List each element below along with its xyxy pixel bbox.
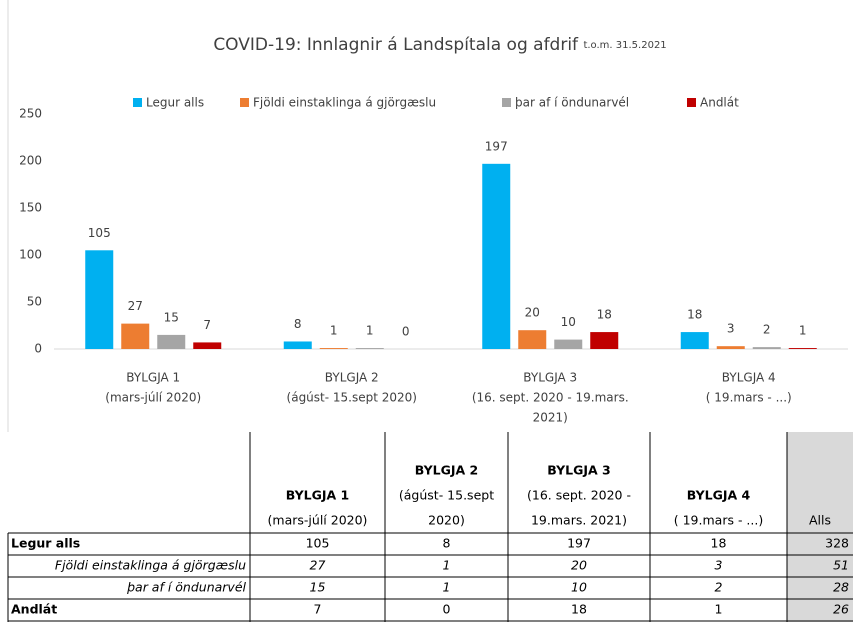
table-cell: 28 [833, 580, 849, 595]
legend-label: Legur alls [146, 96, 204, 110]
bar [283, 341, 312, 349]
table-header: BYLGJA 2 [415, 463, 479, 478]
y-tick-label: 0 [34, 342, 42, 356]
table-header: 2020) [428, 513, 465, 528]
table-cell: 197 [567, 536, 591, 551]
table-cell: 1 [715, 602, 723, 617]
x-tick-label: BYLGJA 2 [325, 371, 379, 385]
table-header: (ágúst- 15.sept [399, 488, 494, 503]
x-tick-label: BYLGJA 1 [126, 371, 180, 385]
table-cell: Fjöldi einstaklinga á gjörgæslu [55, 558, 246, 573]
table-cell: 1 [443, 580, 451, 595]
bar [121, 323, 150, 349]
bar [157, 334, 186, 349]
table-cell: 10 [571, 580, 587, 595]
data-label: 197 [485, 139, 508, 153]
table-cell: 3 [715, 558, 723, 573]
table-cell: 0 [443, 602, 451, 617]
table-header: BYLGJA 3 [547, 463, 611, 478]
legend-label: þar af í öndunarvél [515, 96, 629, 110]
y-tick-label: 200 [19, 154, 42, 168]
table-cell: 2 [715, 580, 723, 595]
bar [319, 348, 348, 349]
table-header: (mars-júlí 2020) [268, 513, 368, 528]
table-header: 19.mars. 2021) [531, 513, 627, 528]
legend-label: Fjöldi einstaklinga á gjörgæslu [253, 96, 436, 110]
bar [590, 332, 619, 349]
table-cell: 15 [310, 580, 326, 595]
data-label: 1 [366, 324, 374, 338]
data-label: 7 [203, 318, 211, 332]
table-cell: 20 [571, 558, 587, 573]
x-tick-label: (mars-júlí 2020) [105, 391, 201, 405]
data-label: 20 [525, 306, 540, 320]
data-label: 1 [330, 324, 338, 338]
alls-column [787, 432, 853, 622]
bar [482, 163, 511, 349]
bar [518, 330, 547, 349]
y-tick-label: 50 [27, 295, 42, 309]
table-cell: 18 [711, 536, 727, 551]
bar [788, 348, 817, 349]
table: BYLGJA 1 (mars-júlí 2020) BYLGJA 2 (ágúst- … [7, 432, 853, 622]
legend-swatch [502, 98, 511, 107]
y-tick-label: 150 [19, 201, 42, 215]
table-cell: Andlát [11, 602, 57, 617]
data-label: 105 [88, 226, 111, 240]
legend-swatch [133, 98, 142, 107]
bar [680, 332, 709, 349]
table-cell: 7 [314, 602, 322, 617]
table-cell: 18 [571, 602, 587, 617]
legend-label: Andlát [700, 96, 739, 110]
data-label: 18 [597, 308, 612, 322]
table-cell: þar af í öndunarvél [126, 580, 246, 595]
data-label: 18 [687, 308, 702, 322]
table-cell: 8 [443, 536, 451, 551]
chart-title: COVID-19: Innlagnir á Landspítala og afd… [213, 35, 666, 55]
table-header: Alls [809, 513, 831, 528]
title-text: COVID-19: Innlagnir á Landspítala og afd… [213, 35, 579, 55]
x-tick-label: ( 19.mars - ...) [706, 391, 792, 405]
table-cell: 1 [443, 558, 451, 573]
bar [554, 339, 583, 349]
table-cell: 51 [833, 558, 849, 573]
legend-swatch [687, 98, 696, 107]
bar [85, 250, 114, 349]
table-header: BYLGJA 4 [687, 488, 751, 503]
bar [752, 347, 781, 349]
data-label: 2 [763, 323, 771, 337]
x-tick-label: 2021) [533, 411, 568, 425]
table-cell: 328 [825, 536, 849, 551]
subtitle: t.o.m. 31.5.2021 [583, 40, 666, 51]
x-tick-label: BYLGJA 4 [722, 371, 776, 385]
bar [716, 346, 745, 349]
x-tick-label: BYLGJA 3 [523, 371, 577, 385]
legend-swatch [240, 98, 249, 107]
x-tick-label: (ágúst- 15.sept 2020) [287, 391, 417, 405]
data-label: 8 [294, 317, 302, 331]
data-label: 1 [799, 324, 807, 338]
y-tick-label: 100 [19, 248, 42, 262]
data-label: 0 [402, 325, 410, 339]
table-cell: 27 [310, 558, 326, 573]
data-label: 3 [727, 322, 735, 336]
table-cell: Legur alls [11, 536, 80, 551]
data-label: 27 [128, 299, 143, 313]
y-tick-label: 250 [19, 107, 42, 121]
x-tick-label: (16. sept. 2020 - 19.mars. [472, 391, 629, 405]
table-header: ( 19.mars - ...) [674, 513, 763, 528]
table-cell: 105 [306, 536, 330, 551]
table-cell: 26 [833, 602, 849, 617]
data-label: 10 [561, 315, 576, 329]
data-label: 15 [164, 310, 179, 324]
bar [193, 342, 222, 349]
table-header: BYLGJA 1 [286, 488, 350, 503]
table-header: (16. sept. 2020 - [527, 488, 631, 503]
bar [355, 348, 384, 349]
